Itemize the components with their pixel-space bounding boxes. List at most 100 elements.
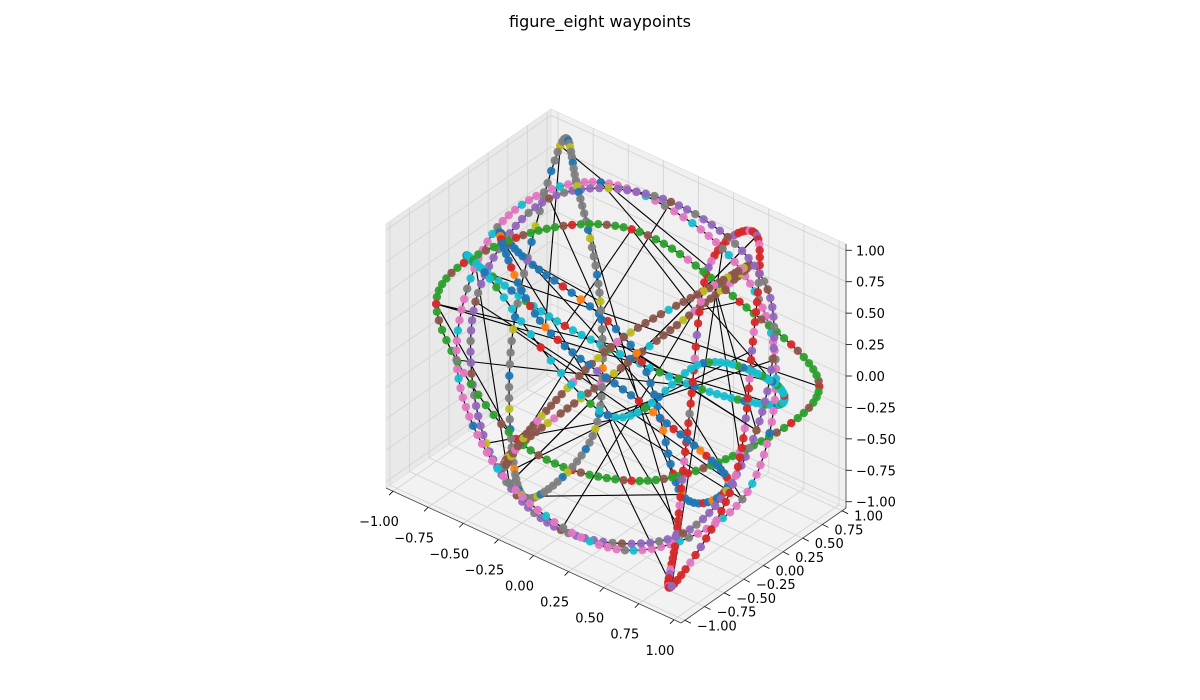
waypoint-marker [752, 298, 762, 307]
waypoint-marker [517, 286, 526, 295]
waypoint-marker [681, 447, 690, 457]
waypoint-marker [481, 401, 491, 410]
waypoint-marker [686, 364, 696, 373]
waypoint-marker [724, 250, 733, 260]
waypoint-marker [432, 307, 442, 316]
waypoint-marker [748, 337, 758, 346]
y-tick-mark [704, 606, 711, 610]
waypoint-marker [603, 543, 613, 552]
waypoint-marker [550, 276, 559, 285]
waypoint-marker [597, 315, 606, 324]
waypoint-marker [466, 347, 475, 356]
waypoint-marker [567, 288, 576, 297]
waypoint-marker [673, 516, 683, 525]
waypoint-marker [536, 343, 545, 352]
waypoint-marker [504, 382, 514, 392]
waypoint-marker [447, 268, 456, 278]
waypoint-marker [715, 226, 725, 235]
waypoint-marker [744, 384, 753, 393]
waypoint-marker [541, 323, 550, 332]
waypoint-marker [543, 178, 552, 188]
waypoint-marker [568, 462, 577, 472]
waypoint-marker [637, 358, 647, 367]
waypoint-marker [676, 493, 685, 502]
waypoint-marker [500, 281, 509, 290]
waypoint-marker [577, 451, 586, 460]
y-tick-label: 0.25 [795, 551, 824, 566]
waypoint-marker [507, 263, 516, 272]
waypoint-marker [696, 446, 705, 455]
x-tick-label: 0.75 [610, 628, 639, 643]
waypoint-marker [760, 397, 770, 406]
waypoint-marker [648, 408, 658, 417]
waypoint-marker [593, 417, 602, 426]
waypoint-marker [505, 371, 514, 380]
waypoint-marker [507, 286, 516, 295]
waypoint-marker [627, 225, 636, 234]
waypoint-marker [537, 307, 546, 316]
z-tick-label: −0.50 [856, 433, 896, 448]
y-tick-label: 0.00 [776, 565, 805, 580]
waypoint-marker [550, 459, 560, 468]
waypoint-marker [452, 346, 461, 355]
waypoint-marker [530, 309, 540, 318]
waypoint-marker [659, 474, 669, 484]
waypoint-marker [466, 274, 475, 283]
waypoint-marker [488, 229, 497, 239]
x-tick-label: −0.75 [394, 531, 434, 546]
waypoint-marker [706, 273, 716, 282]
waypoint-marker [674, 509, 683, 518]
waypoint-marker [662, 419, 671, 428]
waypoint-markers [432, 134, 824, 592]
waypoint-marker [658, 426, 668, 435]
waypoint-marker [767, 417, 776, 427]
waypoint-marker [691, 550, 700, 560]
waypoint-marker [793, 413, 802, 423]
waypoint-marker [532, 191, 541, 201]
waypoint-marker [595, 406, 604, 415]
grid-line-z-back [550, 177, 847, 314]
waypoint-marker [505, 415, 514, 424]
waypoint-marker [643, 231, 652, 240]
waypoint-marker [611, 475, 620, 484]
waypoint-marker [476, 421, 485, 430]
grid-line-z-wall [385, 114, 552, 231]
waypoint-marker [526, 330, 535, 339]
jump-line [631, 228, 696, 312]
waypoint-marker [606, 342, 615, 352]
waypoint-marker [686, 399, 695, 408]
waypoint-marker [485, 274, 495, 283]
waypoint-marker [466, 379, 476, 389]
x-tick-mark [599, 587, 605, 592]
waypoint-marker [779, 334, 789, 343]
waypoint-marker [513, 278, 522, 287]
waypoint-marker [685, 409, 694, 418]
waypoint-marker [763, 387, 772, 396]
waypoint-marker [510, 205, 520, 214]
waypoint-marker [626, 411, 635, 420]
jump-line [514, 350, 753, 470]
waypoint-marker [752, 426, 761, 435]
waypoint-marker [737, 443, 746, 453]
waypoint-marker [680, 369, 690, 378]
waypoint-marker [755, 253, 764, 262]
waypoint-marker [586, 399, 595, 408]
waypoint-marker [585, 219, 594, 229]
y-tick-label: −0.75 [717, 606, 757, 621]
waypoint-marker [757, 315, 766, 324]
waypoint-marker [591, 261, 600, 270]
waypoint-marker [542, 224, 551, 233]
waypoint-marker [711, 501, 720, 511]
waypoint-marker [613, 337, 622, 347]
waypoint-marker [728, 291, 737, 301]
waypoint-marker [511, 485, 520, 495]
waypoint-marker [474, 390, 483, 399]
waypoint-marker [577, 330, 586, 340]
waypoint-marker [641, 189, 650, 198]
y-tick-label: −1.00 [697, 619, 737, 634]
waypoint-marker [521, 294, 530, 303]
waypoint-marker [710, 357, 720, 367]
waypoint-marker [680, 457, 689, 466]
waypoint-marker [534, 451, 543, 460]
